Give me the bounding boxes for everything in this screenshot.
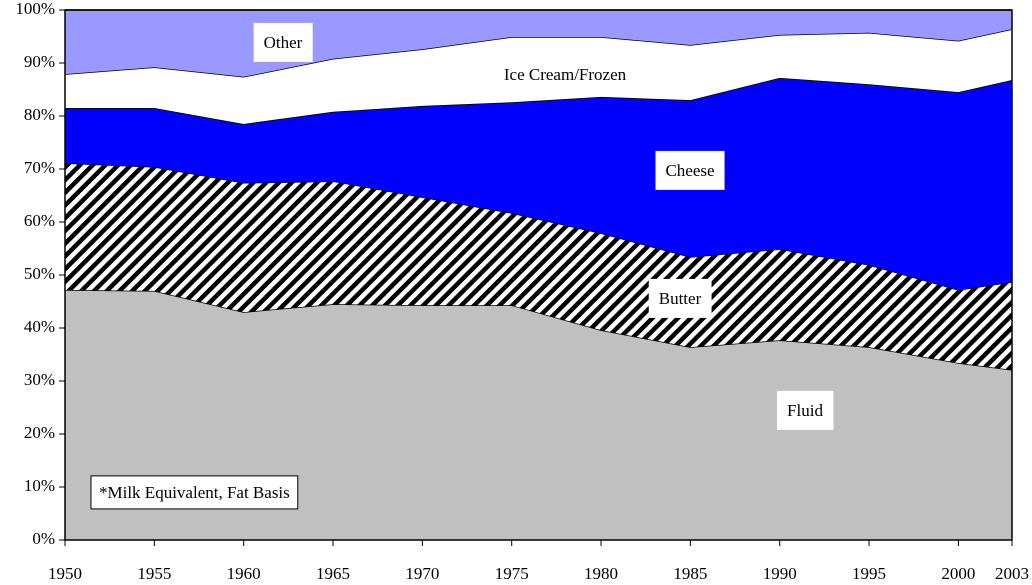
y-tick-label: 50% <box>24 264 55 283</box>
label-box <box>655 150 725 190</box>
area <box>65 289 1012 540</box>
x-tick-label: 1995 <box>852 564 886 583</box>
annotation: *Milk Equivalent, Fat Basis <box>99 483 290 502</box>
label-box <box>777 390 834 430</box>
x-tick-label: 1950 <box>48 564 82 583</box>
series-label: Ice Cream/Frozen <box>504 65 627 84</box>
area <box>65 163 1012 370</box>
x-tick-label: 1960 <box>227 564 261 583</box>
x-tick-label: 1990 <box>763 564 797 583</box>
x-tick-label: 2000 <box>941 564 975 583</box>
x-tick-label: 1975 <box>495 564 529 583</box>
y-tick-label: 80% <box>24 105 55 124</box>
x-tick-label: 1955 <box>137 564 171 583</box>
x-tick-label: 1965 <box>316 564 350 583</box>
y-tick-label: 20% <box>24 423 55 442</box>
y-tick-label: 70% <box>24 158 55 177</box>
y-tick-label: 30% <box>24 370 55 389</box>
x-tick-label: 1985 <box>673 564 707 583</box>
y-tick-label: 40% <box>24 317 55 336</box>
x-tick-label: 1980 <box>584 564 618 583</box>
x-tick-label: 1970 <box>405 564 439 583</box>
y-tick-label: 90% <box>24 52 55 71</box>
area <box>65 29 1012 124</box>
area <box>65 77 1012 290</box>
y-tick-label: 100% <box>15 0 55 18</box>
y-tick-label: 10% <box>24 476 55 495</box>
annotation-box <box>90 475 299 510</box>
series-label: Butter <box>659 289 702 308</box>
x-tick-label: 2003 <box>995 564 1029 583</box>
label-box <box>648 278 712 318</box>
series-label: Cheese <box>665 161 714 180</box>
series-label: Fluid <box>787 401 823 420</box>
series-label: Other <box>264 33 303 52</box>
y-tick-label: 60% <box>24 211 55 230</box>
label-box <box>253 22 313 62</box>
y-tick-label: 0% <box>32 529 55 548</box>
